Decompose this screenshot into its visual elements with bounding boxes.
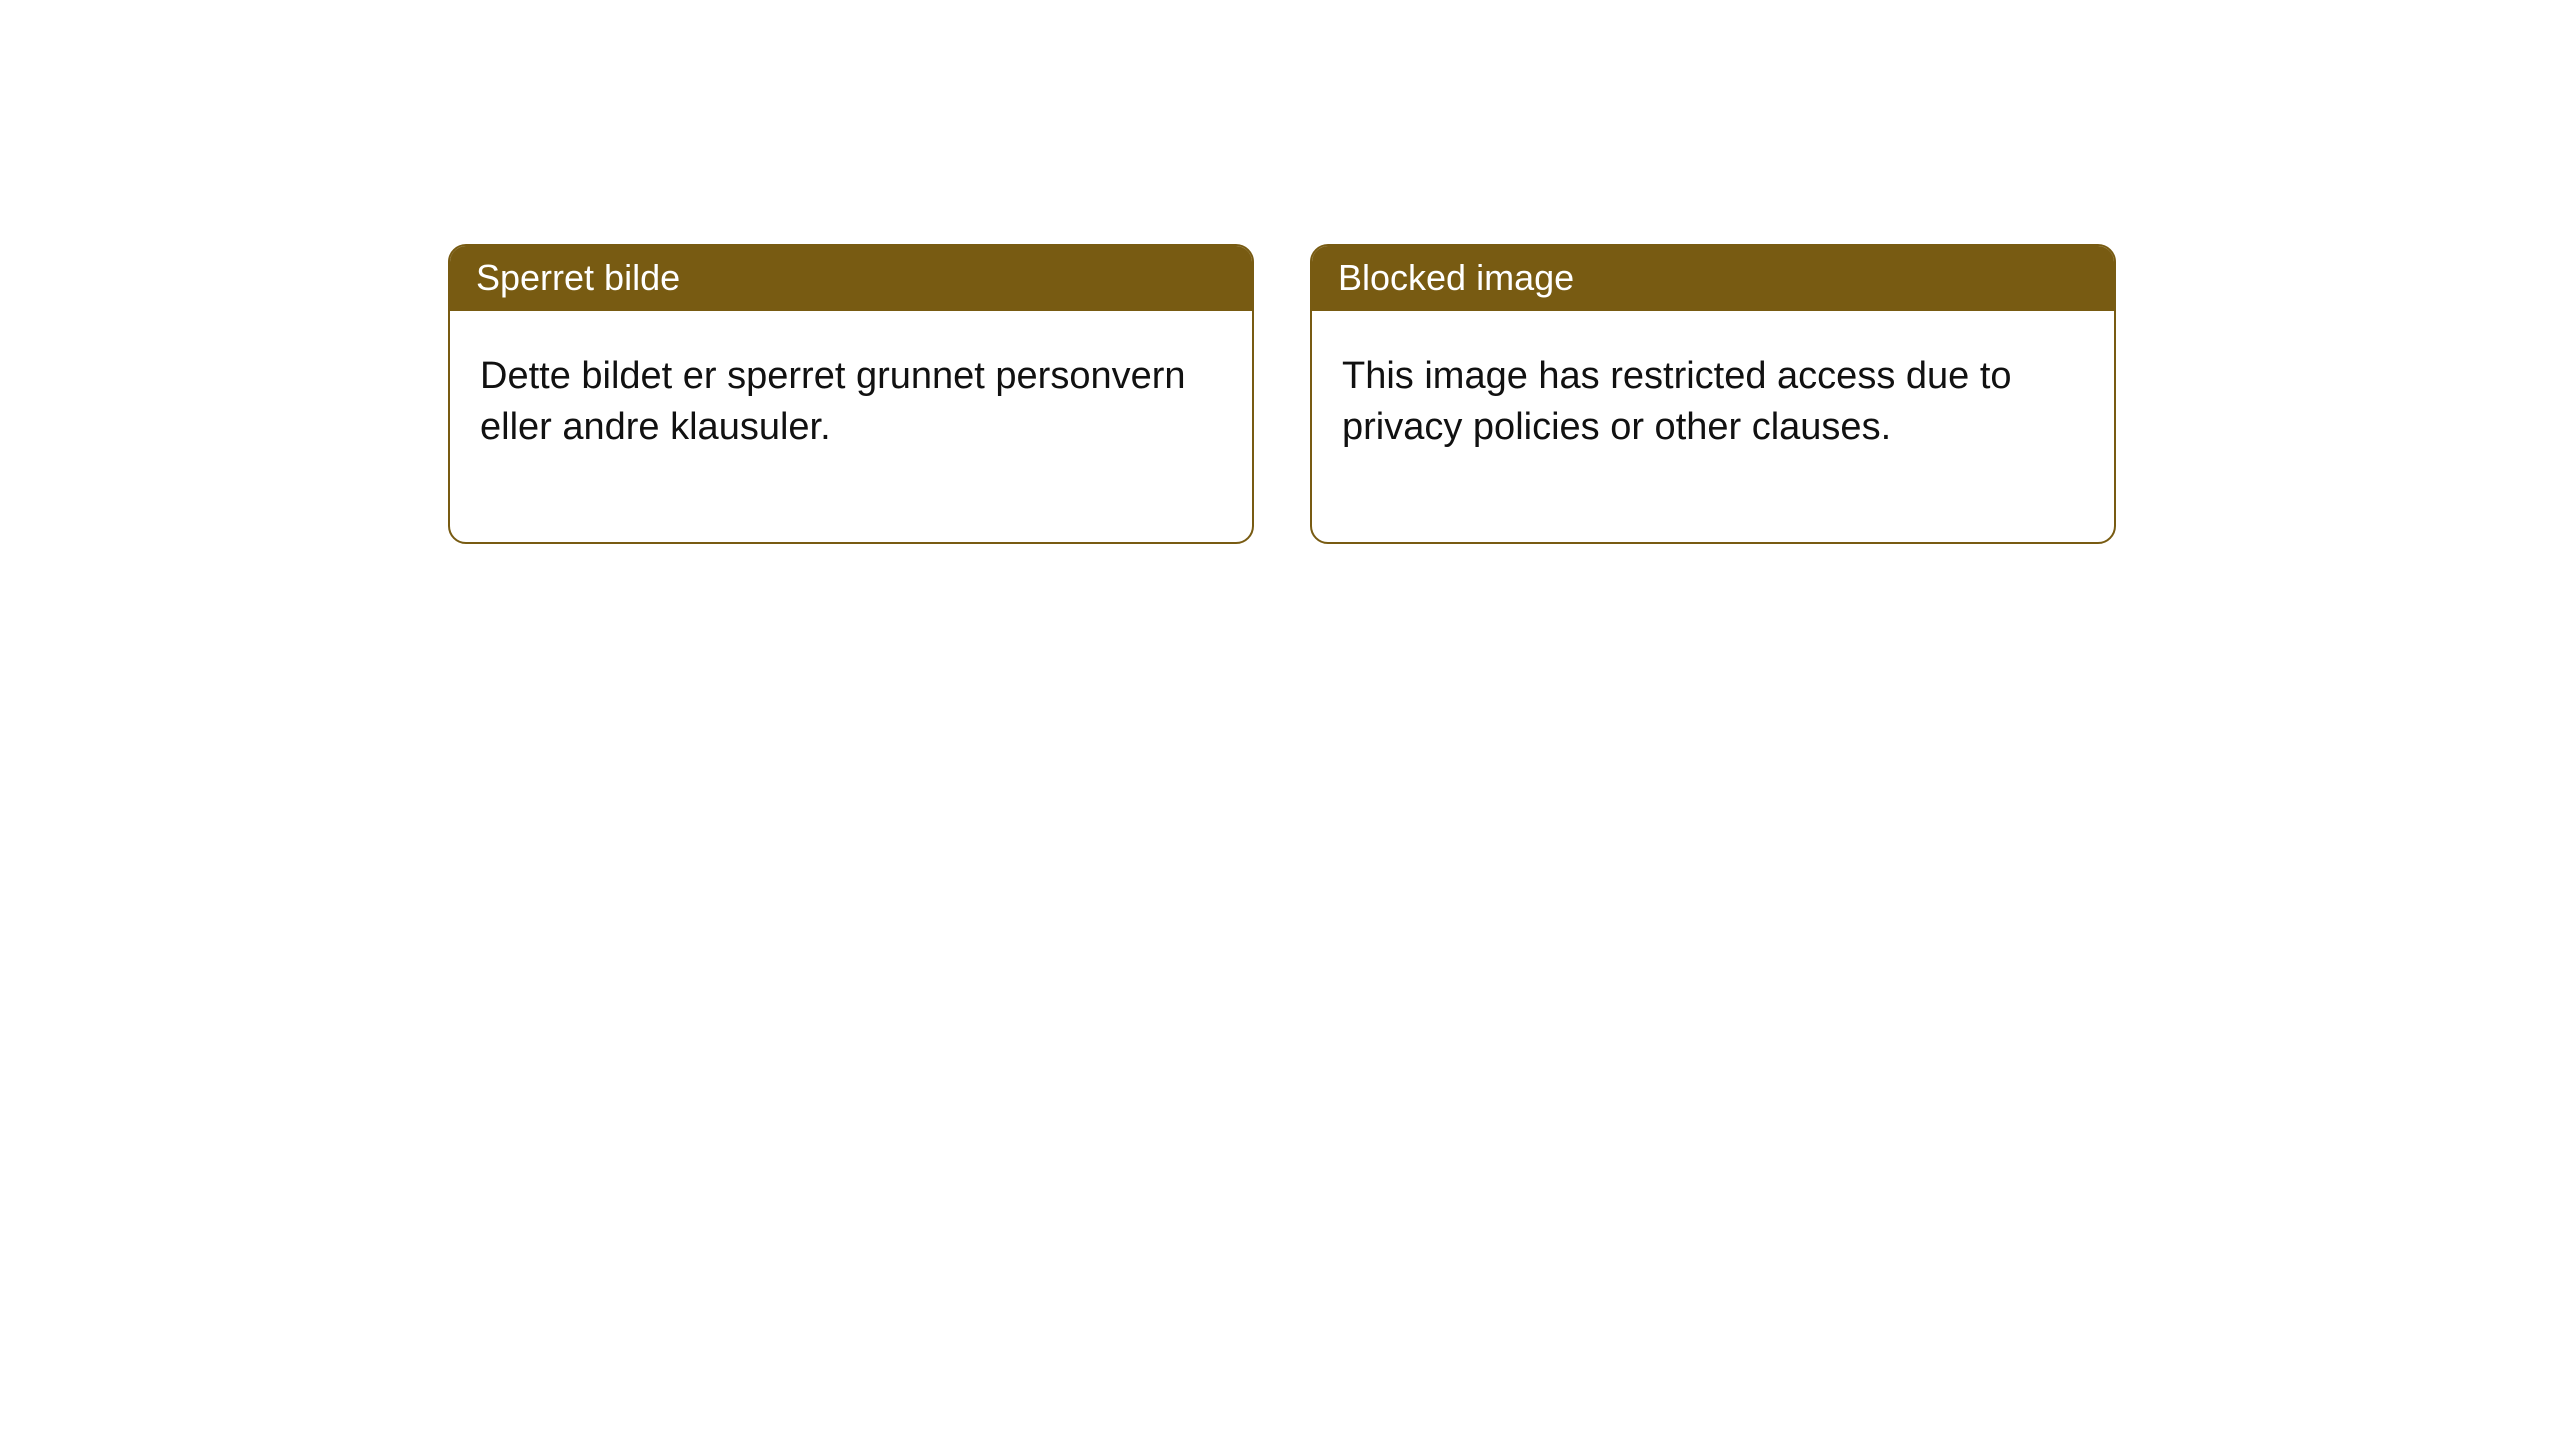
notice-body: Dette bildet er sperret grunnet personve… xyxy=(450,311,1252,542)
notice-card-norwegian: Sperret bilde Dette bildet er sperret gr… xyxy=(448,244,1254,544)
notice-container: Sperret bilde Dette bildet er sperret gr… xyxy=(0,0,2560,544)
notice-body: This image has restricted access due to … xyxy=(1312,311,2114,542)
notice-title: Blocked image xyxy=(1312,246,2114,311)
notice-title: Sperret bilde xyxy=(450,246,1252,311)
notice-card-english: Blocked image This image has restricted … xyxy=(1310,244,2116,544)
